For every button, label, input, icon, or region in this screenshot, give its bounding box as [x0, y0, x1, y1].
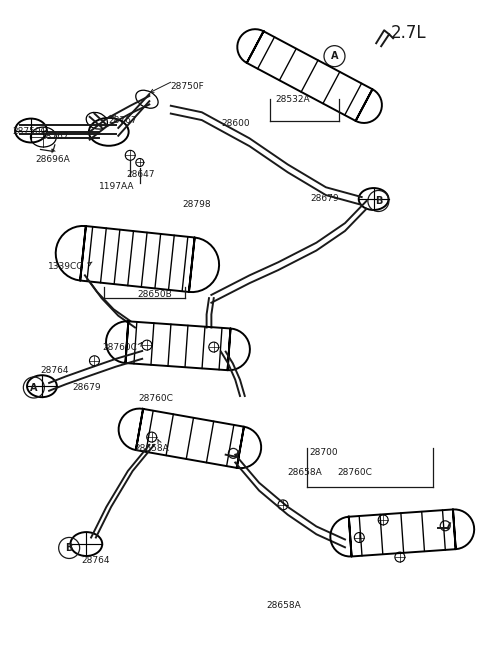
- Text: 28750G: 28750G: [12, 127, 48, 136]
- Text: 28658A: 28658A: [266, 601, 301, 610]
- Text: 28767: 28767: [40, 132, 69, 141]
- Text: 28760C: 28760C: [103, 343, 137, 352]
- Text: 2.7L: 2.7L: [391, 24, 426, 42]
- Text: 28764: 28764: [40, 366, 69, 375]
- Text: 28760C: 28760C: [139, 394, 174, 403]
- Text: 28658A: 28658A: [288, 468, 323, 477]
- Text: 28750F: 28750F: [171, 83, 204, 91]
- Text: 28798: 28798: [183, 200, 211, 210]
- Text: 28760C: 28760C: [338, 468, 372, 477]
- Text: 28647: 28647: [126, 170, 155, 179]
- Text: 28679: 28679: [72, 383, 101, 392]
- Text: 28658A: 28658A: [134, 443, 169, 453]
- Text: 28650B: 28650B: [137, 290, 172, 299]
- Text: 28764: 28764: [82, 556, 110, 565]
- Text: 28532A: 28532A: [276, 96, 311, 104]
- Text: A: A: [331, 51, 338, 61]
- Text: A: A: [30, 383, 37, 392]
- Text: 28600: 28600: [221, 119, 250, 128]
- Text: 28767: 28767: [109, 116, 137, 125]
- Text: 1339CC: 1339CC: [48, 262, 84, 271]
- Text: 28696A: 28696A: [36, 155, 71, 164]
- Text: 28700: 28700: [309, 447, 338, 457]
- Text: 28679: 28679: [311, 195, 339, 204]
- Text: B: B: [375, 196, 382, 206]
- Text: B: B: [65, 543, 73, 553]
- Text: 1197AA: 1197AA: [99, 182, 135, 191]
